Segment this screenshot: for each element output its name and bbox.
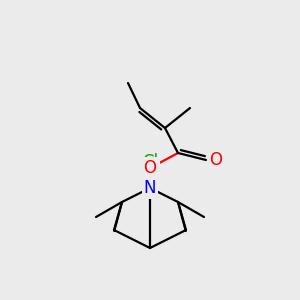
Text: Cl: Cl <box>142 153 158 171</box>
Text: O: O <box>209 151 223 169</box>
Text: O: O <box>143 159 157 177</box>
Text: N: N <box>144 179 156 197</box>
